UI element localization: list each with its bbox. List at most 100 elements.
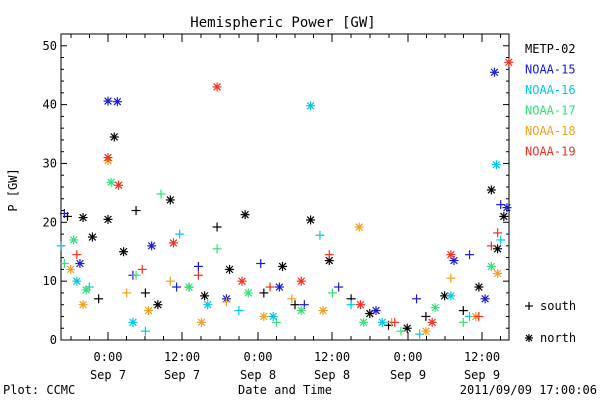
data-point [168,238,178,248]
legend-marker-south-icon [525,302,533,310]
data-point [259,288,269,298]
data-point [287,294,297,304]
data-point [296,306,306,316]
data-point [504,57,514,67]
data-point [327,288,337,298]
legend-marker-label: south [540,299,576,313]
data-point [78,300,88,310]
data-point [421,311,431,321]
data-point [140,326,150,336]
data-point [140,288,150,298]
y-tick-label: 40 [43,98,57,112]
data-point [489,67,499,77]
data-point [147,241,157,251]
data-point [346,300,356,310]
x-tick-date-label: Sep 9 [390,368,426,382]
data-point [203,300,213,310]
x-tick-time-label: 12:00 [314,350,350,364]
data-point [480,294,490,304]
x-axis: 0:00 Sep 7 12:00 Sep 7 0:00 Sep 8 12:00 Sep 8 0:… [70,34,501,382]
data-point [371,306,381,316]
series-noaa-17 [59,177,496,336]
data-point [502,203,512,213]
data-point [259,311,269,321]
data-point [72,276,82,286]
data-point [296,276,306,286]
data-point [59,208,69,218]
data-point [355,300,365,310]
data-point [109,132,119,142]
data-point [137,264,147,274]
data-point [396,326,406,336]
data-point [493,244,503,254]
data-point [446,250,456,260]
data-point [486,261,496,271]
data-point [278,261,288,271]
data-point [486,185,496,195]
y-axis-label: P [GW] [6,168,20,211]
data-point [72,250,82,260]
series-noaa-16 [56,101,506,339]
data-point [496,235,506,245]
y-axis: 0 10 20 30 40 50 [43,39,509,347]
data-point [172,282,182,292]
data-point [103,153,113,163]
data-point [421,326,431,336]
data-point [175,229,185,239]
x-tick-date-label: Sep 7 [90,368,126,382]
legend-entry: NOAA-16 [525,83,576,97]
chart-title: Hemispheric Power [GW] [190,15,375,31]
data-point [197,317,206,327]
data-point [200,291,210,301]
legend-marker-north-icon [525,334,533,342]
data-point [156,189,166,199]
data-point [212,82,222,92]
series-metp-02 [62,132,509,333]
data-point [458,317,468,327]
y-tick-label: 20 [43,215,57,229]
data-point [165,276,175,286]
data-point [412,294,422,304]
data-point [78,213,88,223]
data-point [212,222,222,232]
data-point [474,282,484,292]
data-point [131,270,141,280]
data-point [306,101,316,111]
data-point [69,235,79,245]
data-point [56,241,66,251]
y-tick-label: 10 [43,274,57,288]
data-point [458,306,468,316]
data-point [315,230,325,240]
data-point [193,261,203,271]
footer-right: 2011/09/09 17:00:06 [460,383,597,397]
y-tick-label: 0 [50,333,57,347]
data-point [59,259,69,268]
series-noaa-15 [59,67,512,316]
data-point [486,241,496,251]
data-point [427,317,437,327]
series-noaa-19 [72,57,514,327]
data-point [81,285,91,295]
data-point [128,317,138,327]
data-point [112,97,122,107]
data-point [237,276,247,286]
x-tick-date-label: Sep 8 [240,368,276,382]
data-point [402,323,412,333]
data-point [377,317,387,327]
data-point [94,294,104,304]
data-point [234,306,244,316]
data-point [493,228,503,238]
x-tick-time-label: 12:00 [464,350,500,364]
x-axis-label: Date and Time [238,383,332,397]
data-point [256,259,266,268]
plot-area [60,33,510,341]
data-point [324,250,334,260]
legend-entry: METP-02 [525,42,576,56]
data-point [493,269,503,279]
data-point [212,244,222,254]
data-point [440,291,450,301]
data-point [225,264,235,274]
data-point [106,177,116,187]
legend-entry: NOAA-18 [525,124,576,138]
data-point [131,206,141,216]
